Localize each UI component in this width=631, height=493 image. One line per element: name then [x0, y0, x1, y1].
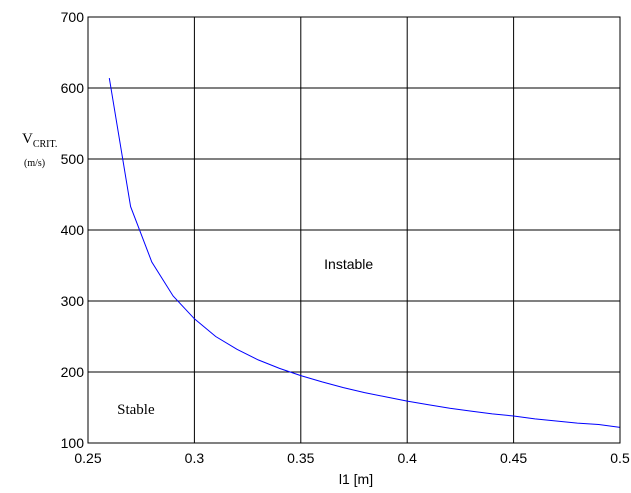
- y-tick-label: 500: [61, 151, 85, 167]
- x-axis-label: l1 [m]: [339, 471, 373, 487]
- y-tick-label: 300: [61, 293, 85, 309]
- x-tick-label: 0.4: [397, 450, 417, 466]
- y-tick-label: 100: [61, 435, 85, 451]
- y-tick-label: 600: [61, 80, 85, 96]
- x-tick-label: 0.5: [610, 450, 630, 466]
- y-axis-label: VCRIT.: [22, 131, 57, 150]
- y-axis-label-main: V: [22, 131, 33, 147]
- y-tick-label: 200: [61, 364, 85, 380]
- x-tick-label: 0.35: [287, 450, 314, 466]
- y-axis-unit-label: (m/s): [24, 158, 45, 169]
- x-tick-label: 0.25: [74, 450, 101, 466]
- annotation-instable: Instable: [324, 256, 373, 272]
- x-tick-label: 0.45: [500, 450, 527, 466]
- annotations: Instable Stable: [117, 256, 373, 418]
- tick-labels: 0.25 0.3 0.35 0.4 0.45 0.5 100 200 300 400 500 600 7…: [61, 9, 630, 466]
- y-tick-label: 400: [61, 222, 85, 238]
- plot-frame: [87, 16, 621, 444]
- y-tick-label: 700: [61, 9, 85, 25]
- gridlines: [88, 17, 620, 443]
- annotation-stable: Stable: [117, 402, 155, 418]
- y-axis-label-subscript: CRIT.: [33, 139, 58, 150]
- series-layer: [108, 78, 621, 428]
- series-line: [108, 78, 621, 428]
- x-tick-label: 0.3: [185, 450, 205, 466]
